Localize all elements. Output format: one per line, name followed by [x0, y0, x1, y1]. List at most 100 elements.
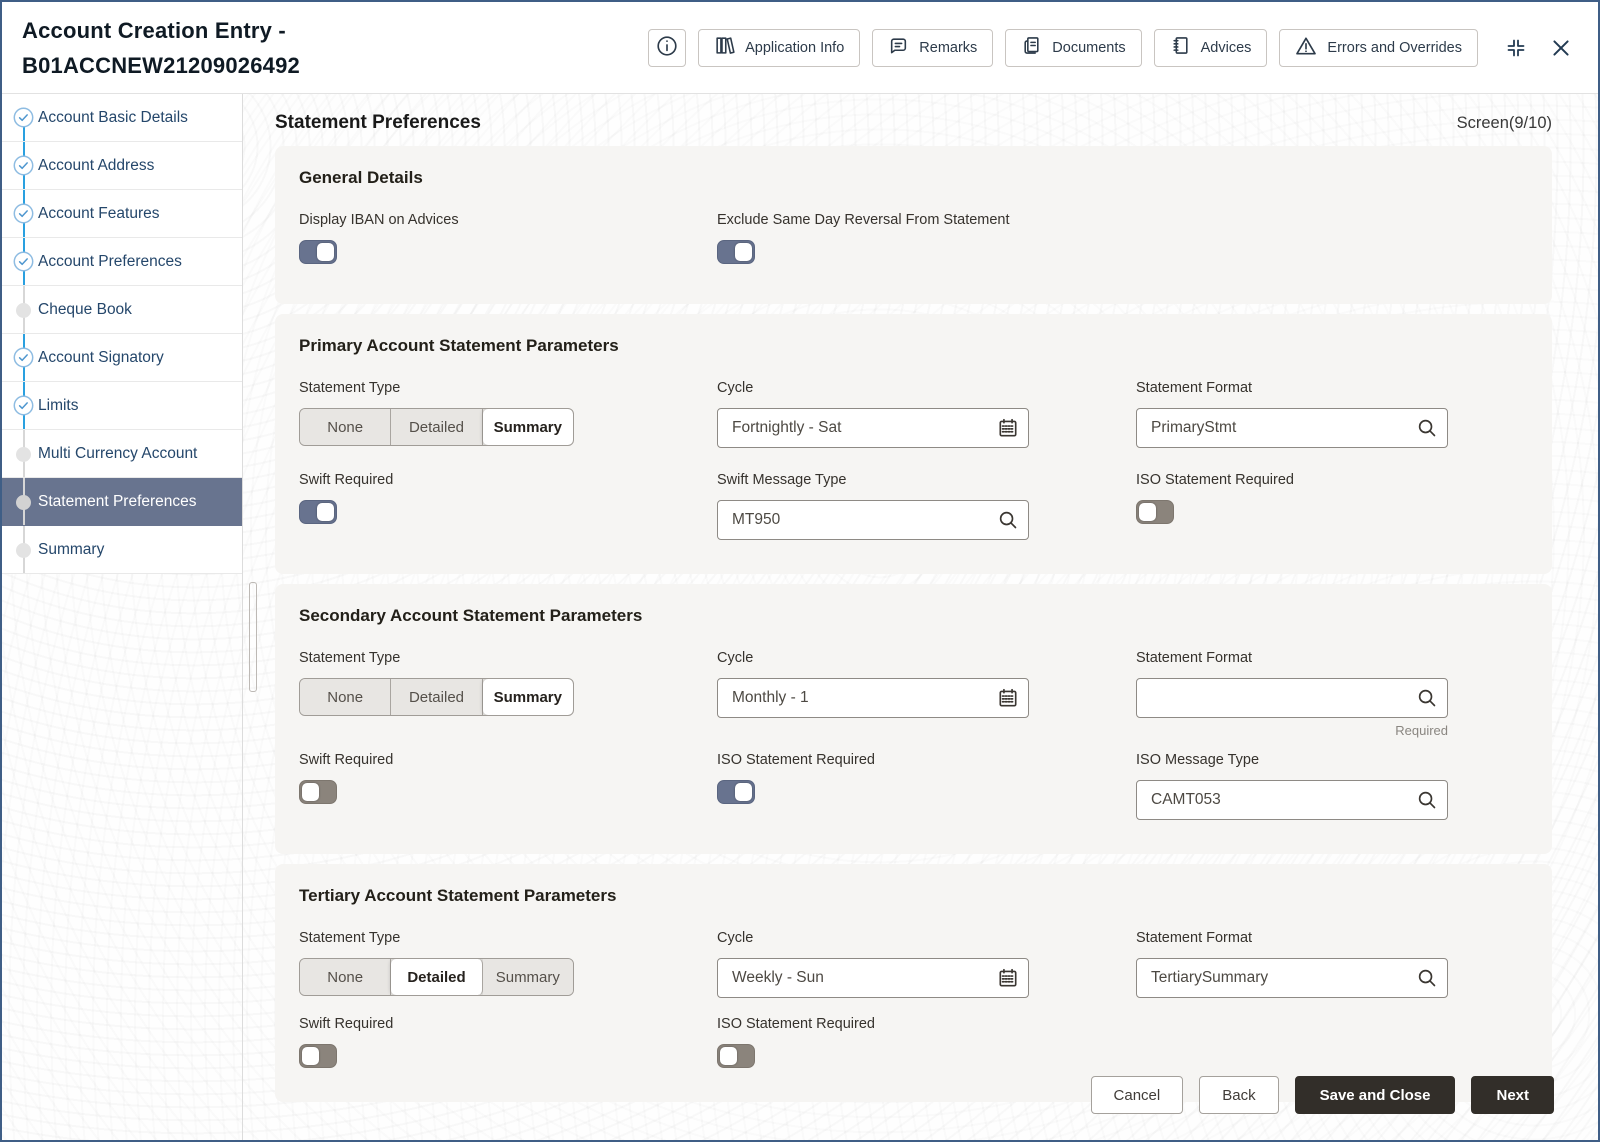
segment-none[interactable]: None: [300, 959, 392, 995]
sidebar-item-account-address[interactable]: Account Address: [2, 142, 242, 190]
segment-none[interactable]: None: [300, 679, 392, 715]
secondary-swift-required-toggle[interactable]: [299, 780, 337, 804]
toggle-knob: [317, 243, 334, 261]
segment-summary[interactable]: Summary: [482, 679, 573, 715]
documents-button[interactable]: Documents: [1005, 28, 1142, 67]
navigation-sidebar: Account Basic Details Account Address Ac…: [2, 94, 243, 1140]
iso-message-type-label: ISO Message Type: [1136, 752, 1260, 768]
application-info-button[interactable]: Application Info: [698, 28, 861, 67]
step-dot: [16, 543, 31, 558]
toggle-knob: [735, 243, 752, 261]
secondary-statement-format-field: Statement Format Required: [1136, 650, 1528, 738]
remarks-button[interactable]: Remarks: [872, 28, 994, 67]
main-area: Account Basic Details Account Address Ac…: [2, 94, 1598, 1140]
window-title: Account Creation Entry - B01ACCNEW212090…: [22, 13, 300, 83]
secondary-swift-required-field: Swift Required: [299, 752, 717, 820]
secondary-iso-required-toggle[interactable]: [717, 780, 755, 804]
segment-detailed[interactable]: Detailed: [391, 679, 483, 715]
segment-detailed[interactable]: Detailed: [391, 409, 483, 445]
calendar-icon[interactable]: [997, 417, 1019, 439]
primary-statement-format-input[interactable]: [1136, 408, 1448, 448]
tertiary-statement-type-field: Statement Type None Detailed Summary: [299, 930, 717, 998]
secondary-iso-required-field: ISO Statement Required: [717, 752, 1136, 820]
sidebar-item-account-signatory[interactable]: Account Signatory: [2, 334, 242, 382]
primary-statement-type-segment: None Detailed Summary: [299, 408, 574, 446]
header-toolbar: Application Info Remarks Documents Advic…: [648, 28, 1572, 67]
sidebar-item-summary[interactable]: Summary: [2, 526, 242, 574]
tertiary-statement-format-input[interactable]: [1136, 958, 1448, 998]
statement-format-label: Statement Format: [1136, 380, 1253, 396]
primary-swift-message-type-input[interactable]: [717, 500, 1029, 540]
calendar-icon[interactable]: [997, 967, 1019, 989]
segment-summary[interactable]: Summary: [482, 959, 573, 995]
statement-type-label: Statement Type: [299, 650, 401, 666]
sidebar-item-account-features[interactable]: Account Features: [2, 190, 242, 238]
segment-detailed[interactable]: Detailed: [391, 959, 483, 995]
sidebar-item-cheque-book[interactable]: Cheque Book: [2, 286, 242, 334]
search-icon[interactable]: [997, 509, 1019, 531]
statement-format-label: Statement Format: [1136, 650, 1253, 666]
primary-swift-required-toggle[interactable]: [299, 500, 337, 524]
secondary-statement-type-field: Statement Type None Detailed Summary: [299, 650, 717, 738]
application-info-label: Application Info: [745, 39, 845, 56]
info-icon: [656, 35, 678, 61]
display-iban-toggle[interactable]: [299, 240, 337, 264]
back-button[interactable]: Back: [1199, 1076, 1279, 1114]
iso-statement-required-label: ISO Statement Required: [717, 1016, 875, 1032]
advices-button[interactable]: Advices: [1153, 28, 1268, 67]
vertical-scrollbar-thumb[interactable]: [249, 582, 257, 692]
swift-required-label: Swift Required: [299, 752, 394, 768]
tertiary-cycle-input[interactable]: [717, 958, 1029, 998]
sidebar-item-multi-currency-account[interactable]: Multi Currency Account: [2, 430, 242, 478]
window-controls: [1504, 36, 1572, 60]
sidebar-item-account-basic-details[interactable]: Account Basic Details: [2, 94, 242, 142]
segment-none[interactable]: None: [300, 409, 392, 445]
next-button[interactable]: Next: [1471, 1076, 1554, 1114]
step-dot: [16, 447, 31, 462]
secondary-iso-message-type-input[interactable]: [1136, 780, 1448, 820]
display-iban-field: Display IBAN on Advices: [299, 212, 717, 264]
statement-format-label: Statement Format: [1136, 930, 1253, 946]
exclude-reversal-field: Exclude Same Day Reversal From Statement: [717, 212, 1136, 264]
collapse-icon[interactable]: [1504, 36, 1528, 60]
tertiary-swift-required-field: Swift Required: [299, 1016, 717, 1068]
sidebar-item-account-preferences[interactable]: Account Preferences: [2, 238, 242, 286]
tertiary-iso-required-toggle[interactable]: [717, 1044, 755, 1068]
sidebar-item-label: Statement Preferences: [38, 492, 197, 510]
secondary-statement-panel: Secondary Account Statement Parameters S…: [275, 584, 1552, 854]
info-button[interactable]: [648, 28, 687, 67]
close-icon[interactable]: [1550, 37, 1572, 59]
calendar-icon[interactable]: [997, 687, 1019, 709]
primary-statement-panel: Primary Account Statement Parameters Sta…: [275, 314, 1552, 574]
statement-type-label: Statement Type: [299, 930, 401, 946]
window-title-line2: B01ACCNEW21209026492: [22, 52, 300, 78]
remarks-label: Remarks: [919, 39, 978, 56]
secondary-panel-title: Secondary Account Statement Parameters: [299, 606, 643, 625]
segment-summary[interactable]: Summary: [482, 409, 573, 445]
primary-iso-required-toggle[interactable]: [1136, 500, 1174, 524]
search-icon[interactable]: [1416, 967, 1438, 989]
search-icon[interactable]: [1416, 789, 1438, 811]
primary-cycle-input[interactable]: [717, 408, 1029, 448]
exclude-reversal-toggle[interactable]: [717, 240, 755, 264]
search-icon[interactable]: [1416, 417, 1438, 439]
documents-label: Documents: [1052, 39, 1126, 56]
search-icon[interactable]: [1416, 687, 1438, 709]
secondary-statement-format-input[interactable]: [1136, 678, 1448, 718]
step-check-icon: [13, 155, 34, 176]
notebook-icon: [1170, 35, 1191, 60]
errors-overrides-button[interactable]: Errors and Overrides: [1279, 28, 1478, 67]
toggle-knob: [720, 1047, 737, 1065]
sidebar-item-statement-preferences[interactable]: Statement Preferences: [2, 478, 242, 526]
stepper-list: Account Basic Details Account Address Ac…: [2, 94, 242, 574]
swift-required-label: Swift Required: [299, 1016, 394, 1032]
sidebar-item-label: Limits: [38, 396, 79, 414]
save-and-close-button[interactable]: Save and Close: [1294, 1076, 1456, 1114]
tertiary-swift-required-toggle[interactable]: [299, 1044, 337, 1068]
sidebar-item-limits[interactable]: Limits: [2, 382, 242, 430]
swift-message-type-label: Swift Message Type: [717, 472, 847, 488]
cancel-button[interactable]: Cancel: [1090, 1076, 1184, 1114]
secondary-cycle-field: Cycle: [717, 650, 1136, 738]
secondary-cycle-input[interactable]: [717, 678, 1029, 718]
